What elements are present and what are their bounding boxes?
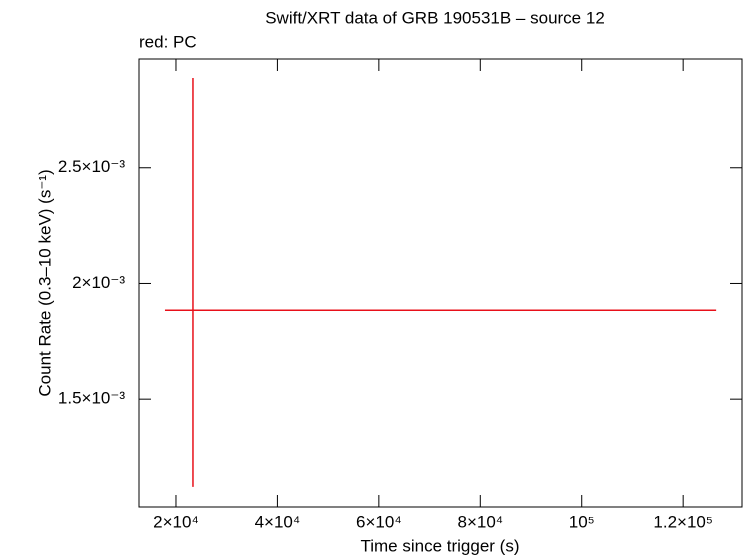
y-tick-label: 2×10⁻³ xyxy=(72,273,125,292)
x-tick-label: 4×10⁴ xyxy=(255,512,301,531)
x-tick-label: 2×10⁴ xyxy=(153,512,199,531)
y-tick-label: 2.5×10⁻³ xyxy=(58,157,125,176)
y-axis-label: Count Rate (0.3–10 keV) (s⁻¹) xyxy=(35,169,54,396)
x-tick-label: 1.2×10⁵ xyxy=(653,512,713,531)
x-axis-label: Time since trigger (s) xyxy=(360,536,519,555)
plot-frame xyxy=(138,58,743,508)
y-tick-label: 1.5×10⁻³ xyxy=(58,389,125,408)
x-tick-label: 10⁵ xyxy=(569,512,595,531)
x-tick-label: 6×10⁴ xyxy=(356,512,402,531)
chart-title: Swift/XRT data of GRB 190531B – source 1… xyxy=(265,8,605,27)
x-tick-label: 8×10⁴ xyxy=(457,512,503,531)
annotation: red: PC xyxy=(139,32,197,51)
